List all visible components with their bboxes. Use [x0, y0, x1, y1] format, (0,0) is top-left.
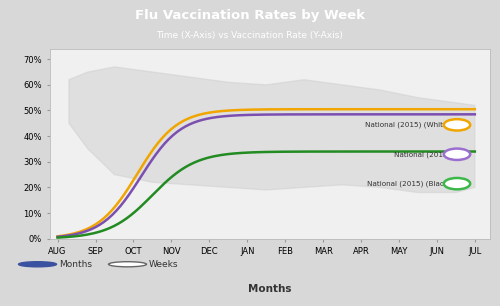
- Circle shape: [444, 149, 470, 160]
- Circle shape: [444, 119, 470, 131]
- Circle shape: [18, 262, 57, 267]
- Text: Weeks: Weeks: [149, 260, 178, 269]
- Text: National (2015): National (2015): [394, 151, 450, 158]
- Text: National (2015) (White): National (2015) (White): [365, 121, 450, 128]
- Circle shape: [108, 262, 146, 267]
- Text: National (2015) (Black): National (2015) (Black): [366, 181, 450, 187]
- Text: Flu Vaccination Rates by Week: Flu Vaccination Rates by Week: [135, 9, 365, 22]
- Text: Time (X-Axis) vs Vaccination Rate (Y-Axis): Time (X-Axis) vs Vaccination Rate (Y-Axi…: [156, 31, 344, 40]
- Text: Months: Months: [59, 260, 92, 269]
- Text: Months: Months: [248, 284, 292, 294]
- Circle shape: [444, 178, 470, 189]
- Polygon shape: [69, 67, 475, 192]
